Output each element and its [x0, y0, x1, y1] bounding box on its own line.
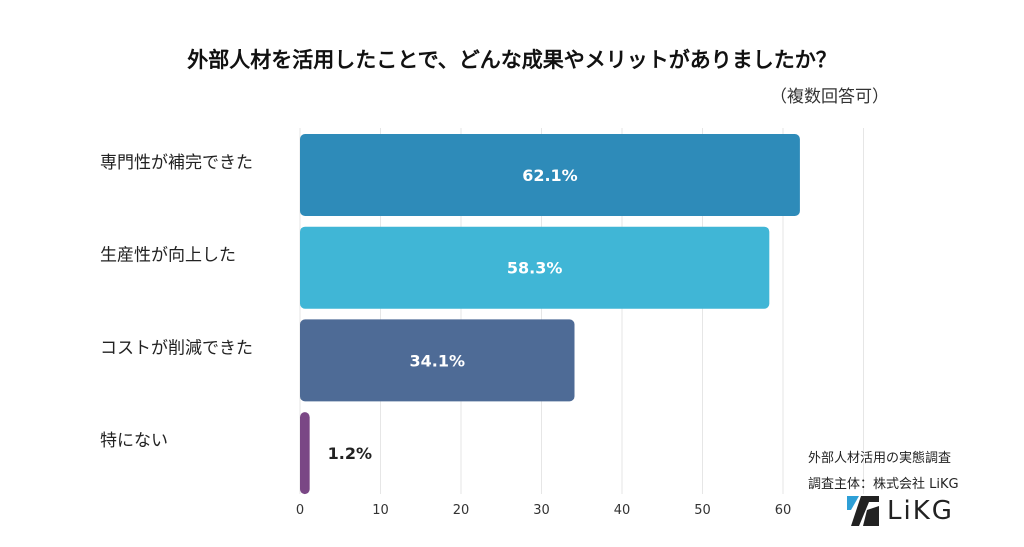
bar — [300, 319, 575, 402]
category-label: 専門性が補完できた — [100, 153, 253, 173]
data-label: 62.1% — [522, 166, 578, 185]
source-survey: 外部人材活用の実態調査 — [808, 451, 952, 466]
x-tick-label: 0 — [296, 503, 304, 518]
data-label: 58.3% — [507, 259, 563, 278]
x-tick-label: 10 — [372, 503, 389, 518]
chart-title: 外部人材を活用したことで、どんな成果やメリットがありましたか？ — [187, 48, 837, 72]
category-label: コストが削減できた — [100, 338, 253, 358]
x-tick-label: 30 — [533, 503, 550, 518]
likg-logo: LiKG — [847, 496, 954, 526]
chart-subtitle: （複数回答可） — [770, 87, 889, 107]
bar — [300, 134, 800, 216]
bar — [300, 226, 770, 309]
x-tick-label: 20 — [453, 503, 470, 518]
category-label: 生産性が向上した — [100, 246, 236, 266]
x-tick-label: 60 — [775, 503, 792, 518]
data-label: 1.2% — [328, 444, 372, 463]
data-label: 34.1% — [409, 351, 465, 370]
x-tick-label: 40 — [614, 503, 631, 518]
bar — [300, 412, 310, 495]
x-tick-label: 50 — [694, 503, 711, 518]
logo-mark-icon — [847, 496, 879, 526]
category-label: 特にない — [100, 431, 168, 451]
logo-text: LiKG — [887, 496, 954, 526]
source-organizer: 調査主体：株式会社 LiKG — [808, 477, 959, 492]
